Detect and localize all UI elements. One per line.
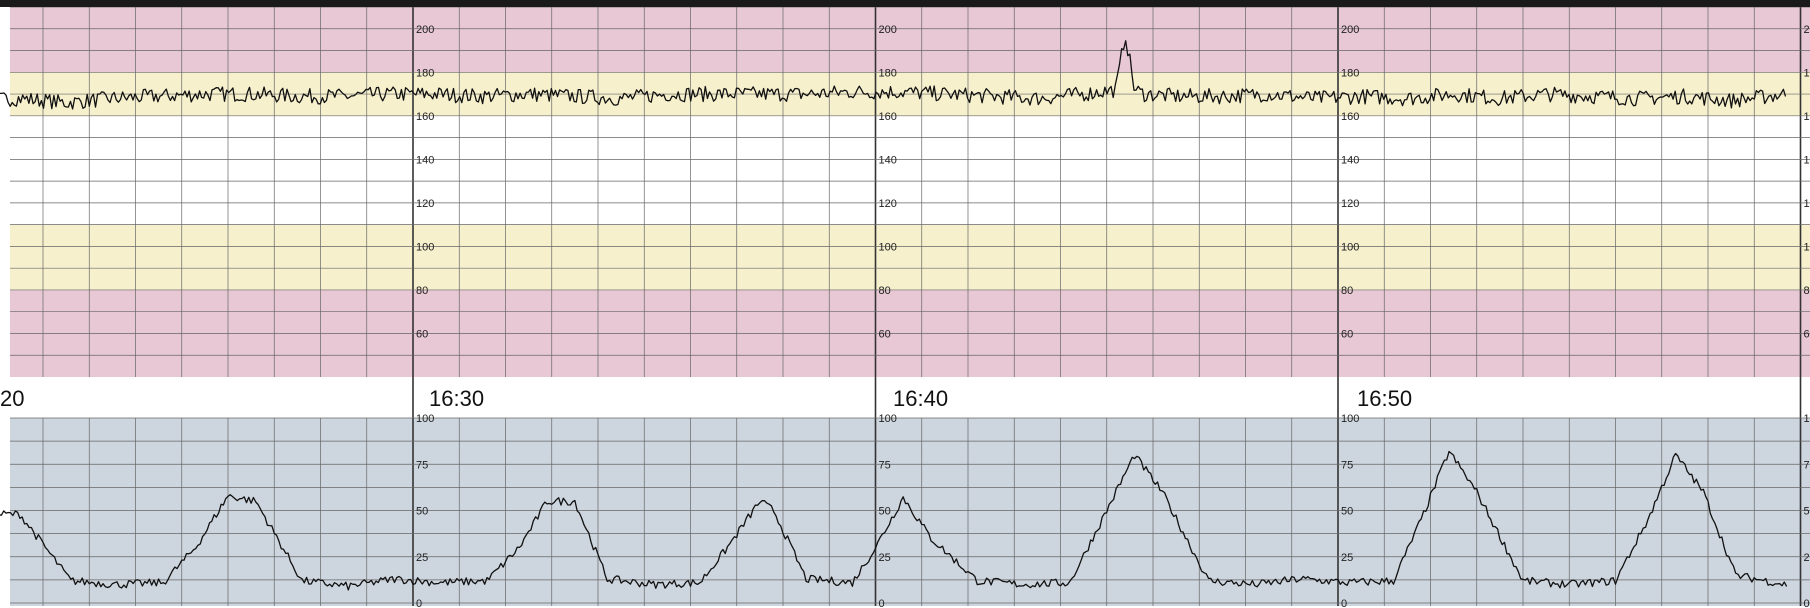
fhr-tick-100: 100	[1804, 241, 1810, 253]
ua-tick-50: 50	[1804, 506, 1810, 518]
fhr-band-2	[10, 115, 1810, 225]
ua-tick-100: 100	[1341, 413, 1359, 425]
ua-tick-25: 25	[416, 552, 428, 564]
fhr-tick-180: 180	[1804, 67, 1810, 79]
ua-tick-100: 100	[416, 413, 434, 425]
fhr-tick-80: 80	[1341, 285, 1353, 297]
fhr-tick-80: 80	[879, 285, 891, 297]
fhr-tick-200: 200	[1804, 24, 1810, 36]
time-label-3: 16:50	[1357, 386, 1412, 411]
fhr-tick-100: 100	[416, 241, 434, 253]
ua-tick-100: 100	[879, 413, 897, 425]
ua-tick-0: 0	[1804, 598, 1810, 608]
fhr-tick-160: 160	[879, 111, 897, 123]
ua-tick-0: 0	[1341, 598, 1347, 608]
ua-tick-75: 75	[416, 459, 428, 471]
top-border	[0, 0, 1810, 7]
fhr-tick-180: 180	[1341, 67, 1359, 79]
fhr-tick-160: 160	[1804, 111, 1810, 123]
ua-series-line	[0, 450, 1788, 591]
fhr-series-line	[0, 40, 1787, 110]
time-label-2: 16:40	[893, 386, 948, 411]
ua-tick-0: 0	[416, 598, 422, 608]
ua-tick-75: 75	[1804, 459, 1810, 471]
fhr-tick-200: 200	[416, 24, 434, 36]
fhr-tick-120: 120	[1804, 198, 1810, 210]
ua-tick-25: 25	[1804, 552, 1810, 564]
ua-tick-100: 100	[1804, 413, 1810, 425]
fhr-tick-60: 60	[1804, 328, 1810, 340]
fhr-band-3	[10, 224, 1810, 290]
ua-background	[10, 418, 1810, 606]
ua-tick-25: 25	[1341, 552, 1353, 564]
fhr-tick-140: 140	[1341, 154, 1359, 166]
fhr-tick-180: 180	[416, 67, 434, 79]
ua-trace-layer	[0, 450, 1788, 591]
fhr-tick-60: 60	[1341, 328, 1353, 340]
time-label-layer: 20 16:30 16:40 16:50	[0, 386, 1412, 411]
fhr-tick-140: 140	[879, 154, 897, 166]
fhr-tick-200: 200	[879, 24, 897, 36]
ua-tick-25: 25	[879, 552, 891, 564]
fhr-band-layer	[10, 7, 1810, 377]
fhr-tick-120: 120	[879, 198, 897, 210]
fhr-tick-180: 180	[879, 67, 897, 79]
time-label-0: 20	[0, 386, 24, 411]
fhr-tick-160: 160	[416, 111, 434, 123]
ua-tick-75: 75	[879, 459, 891, 471]
ua-tick-0: 0	[879, 598, 885, 608]
fhr-trace-layer	[0, 40, 1787, 110]
ua-tick-75: 75	[1341, 459, 1353, 471]
fhr-tick-100: 100	[1341, 241, 1359, 253]
fhr-tick-160: 160	[1341, 111, 1359, 123]
fhr-tick-60: 60	[879, 328, 891, 340]
fhr-tick-80: 80	[1804, 285, 1810, 297]
ua-background-layer	[10, 418, 1810, 606]
ua-tick-50: 50	[1341, 506, 1353, 518]
ua-tick-50: 50	[416, 506, 428, 518]
fhr-tick-60: 60	[416, 328, 428, 340]
fhr-tick-80: 80	[416, 285, 428, 297]
fhr-tick-120: 120	[416, 198, 434, 210]
fhr-tick-200: 200	[1341, 24, 1359, 36]
time-label-1: 16:30	[429, 386, 484, 411]
ua-tick-50: 50	[879, 506, 891, 518]
fhr-tick-120: 120	[1341, 198, 1359, 210]
fhr-tick-140: 140	[1804, 154, 1810, 166]
fhr-tick-100: 100	[879, 241, 897, 253]
fhr-tick-140: 140	[416, 154, 434, 166]
grid-layer	[10, 6, 1810, 606]
fhr-band-0	[10, 7, 1810, 73]
tick-label-layer: 60 80 100 120 140 160 180 200 0 25 50 75 100 60 80 100 1…	[416, 24, 1810, 608]
